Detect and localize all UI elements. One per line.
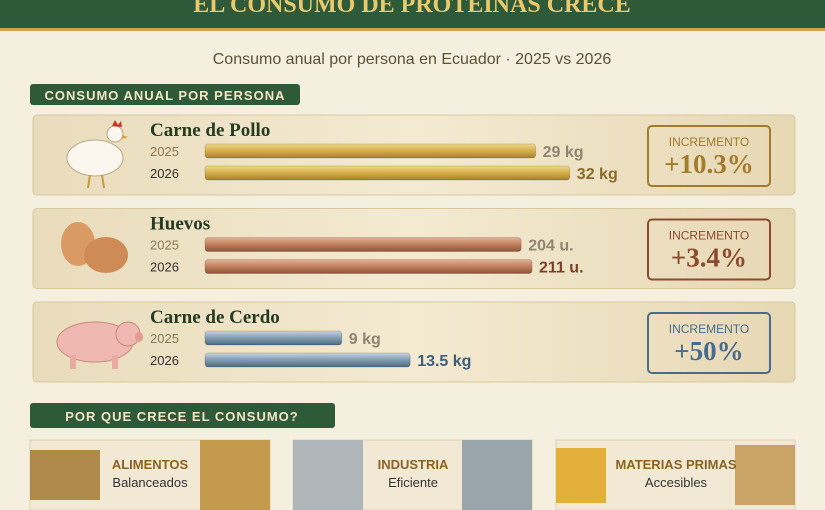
section-title: CONSUMO ANUAL POR PERSONA	[45, 88, 286, 103]
bar	[204, 259, 533, 274]
bar	[204, 352, 411, 368]
increment-value: +50%	[674, 336, 743, 366]
increment-box	[647, 312, 771, 374]
reason-art	[29, 439, 796, 510]
year-label: 2025	[150, 331, 179, 346]
item-name: Carne de Cerdo	[150, 307, 280, 328]
year-label: 2025	[150, 238, 179, 253]
year-label: 2026	[150, 260, 179, 275]
bar	[204, 165, 571, 181]
value-label: 32 kg	[577, 166, 618, 183]
item-name: Huevos	[150, 214, 210, 235]
year-label: 2025	[150, 144, 179, 159]
bar	[204, 237, 522, 252]
section-title: POR QUE CRECE EL CONSUMO?	[65, 409, 299, 424]
increment-box	[647, 125, 771, 187]
value-label: 13.5 kg	[417, 353, 471, 370]
icons	[56, 120, 143, 369]
bar	[204, 330, 343, 346]
value-label: 204 u.	[528, 238, 573, 255]
year-label: 2026	[150, 166, 179, 181]
title: EL CONSUMO DE PROTEÍNAS CRECE	[193, 0, 630, 18]
reason-title: ALIMENTOS	[112, 457, 189, 472]
section-pill	[30, 84, 300, 105]
value-label: 29 kg	[543, 144, 584, 161]
reason-subtitle: Accesibles	[645, 475, 708, 490]
increment-label: INCREMENTO	[669, 229, 749, 243]
reason-title: MATERIAS PRIMAS	[615, 457, 736, 472]
section-pill	[30, 403, 335, 428]
increment-value: +3.4%	[671, 243, 747, 273]
increment-label: INCREMENTO	[669, 322, 749, 336]
increment-box	[647, 218, 771, 281]
header-rule	[0, 28, 825, 31]
value-label: 211 u.	[539, 260, 583, 277]
year-label: 2026	[150, 353, 179, 368]
value-label: 9 kg	[349, 331, 381, 348]
reason-subtitle: Balanceados	[112, 475, 188, 490]
increment-label: INCREMENTO	[669, 135, 749, 149]
header-band	[0, 0, 825, 28]
reason-subtitle: Eficiente	[388, 475, 438, 490]
item-name: Carne de Pollo	[150, 120, 270, 141]
subtitle: Consumo anual por persona en Ecuador · 2…	[213, 51, 612, 68]
bar	[204, 143, 537, 159]
increment-value: +10.3%	[664, 149, 754, 179]
reason-title: INDUSTRIA	[378, 457, 449, 472]
